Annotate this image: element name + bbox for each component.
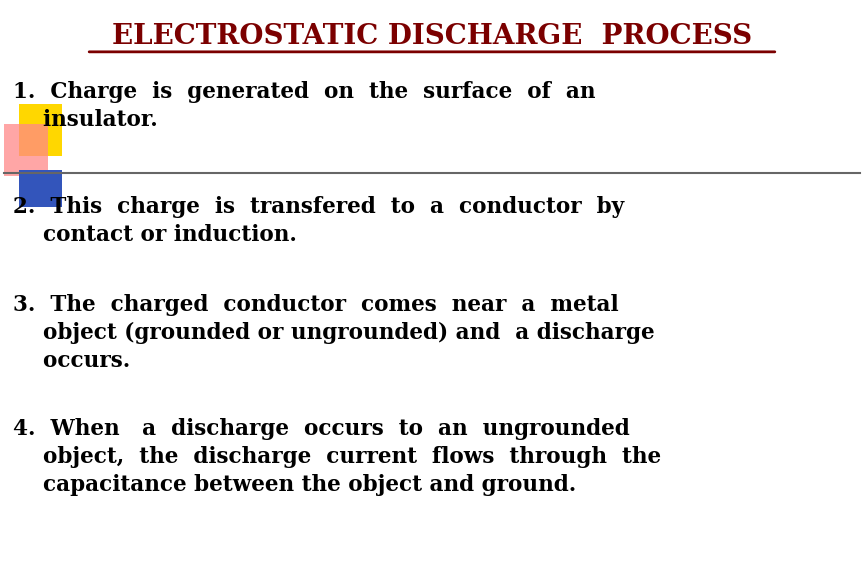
Text: 1.  Charge  is  generated  on  the  surface  of  an
    insulator.: 1. Charge is generated on the surface of… xyxy=(13,81,595,131)
Text: 2.  This  charge  is  transfered  to  a  conductor  by
    contact or induction.: 2. This charge is transfered to a conduc… xyxy=(13,196,624,246)
Bar xyxy=(4,124,48,176)
Text: 4.  When   a  discharge  occurs  to  an  ungrounded
    object,  the  discharge : 4. When a discharge occurs to an ungroun… xyxy=(13,418,661,495)
Bar xyxy=(19,170,62,207)
Text: ELECTROSTATIC DISCHARGE  PROCESS: ELECTROSTATIC DISCHARGE PROCESS xyxy=(112,23,752,50)
Bar xyxy=(19,104,62,156)
Text: 3.  The  charged  conductor  comes  near  a  metal
    object (grounded or ungro: 3. The charged conductor comes near a me… xyxy=(13,294,655,372)
